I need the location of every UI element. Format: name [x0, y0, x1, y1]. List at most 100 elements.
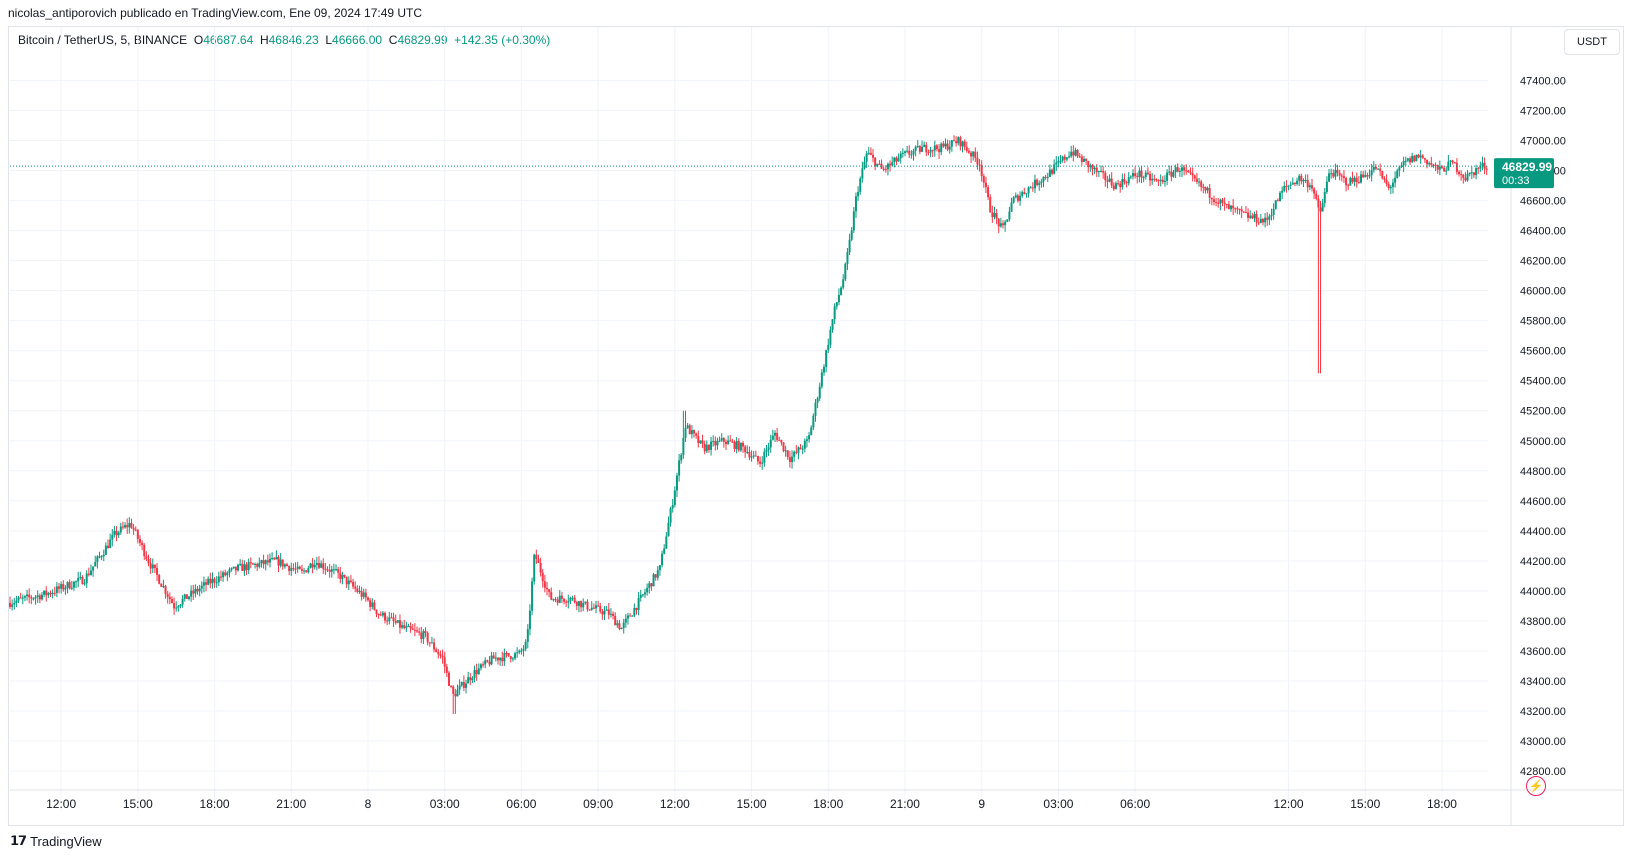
- y-tick-label: 45800.00: [1520, 316, 1566, 328]
- candle-body: [567, 601, 570, 603]
- candle-body: [115, 530, 118, 536]
- candle-body: [1198, 181, 1201, 183]
- candle-body: [867, 152, 870, 154]
- candle-body: [1010, 202, 1013, 212]
- candle-body: [1151, 178, 1154, 181]
- candle-body: [1223, 202, 1226, 205]
- candle-body: [111, 534, 114, 540]
- candle-body: [89, 570, 92, 575]
- candle-body: [1008, 211, 1011, 220]
- candle-body: [121, 526, 124, 528]
- candle-body: [298, 566, 301, 570]
- candle-body: [1057, 160, 1060, 163]
- candle-body: [1095, 167, 1098, 173]
- candle-body: [443, 657, 446, 667]
- candle-body: [1242, 211, 1245, 213]
- bar-countdown: 00:33: [1502, 175, 1530, 187]
- candle-body: [1291, 182, 1294, 185]
- candle-body: [1357, 182, 1360, 184]
- candle-body: [1434, 164, 1437, 166]
- candle-body: [1108, 178, 1111, 182]
- candle-body: [1470, 172, 1473, 174]
- candle-body: [869, 152, 872, 155]
- candle-body: [788, 457, 791, 463]
- candle-body: [612, 613, 615, 616]
- candle-body: [132, 527, 135, 530]
- y-tick-label: 44600.00: [1520, 496, 1566, 508]
- candle-body: [1347, 185, 1350, 187]
- candle-body: [175, 607, 178, 609]
- y-tick-label: 46000.00: [1520, 286, 1566, 298]
- candle-body: [149, 563, 152, 569]
- symbol-label[interactable]: Bitcoin / TetherUS, 5, BINANCE: [18, 33, 188, 47]
- close-label: C: [388, 33, 398, 47]
- candle-body: [727, 440, 730, 445]
- candle-body: [166, 594, 169, 597]
- candle-body: [232, 566, 235, 569]
- lightning-icon[interactable]: ⚡: [1526, 776, 1546, 796]
- candle-body: [820, 372, 823, 387]
- candle-body: [1187, 170, 1190, 173]
- candle-body: [1419, 155, 1422, 158]
- candle-body: [1345, 178, 1348, 186]
- candle-body: [560, 595, 563, 599]
- candle-body: [394, 621, 397, 623]
- candle-body: [328, 569, 331, 572]
- candle-body: [835, 302, 838, 307]
- candle-body: [733, 441, 736, 449]
- candle-body: [1006, 219, 1009, 222]
- candle-body: [1191, 173, 1194, 176]
- candle-body: [1317, 198, 1320, 208]
- candle-body: [1225, 204, 1228, 206]
- candle-body: [219, 576, 222, 578]
- candle-body: [650, 583, 653, 587]
- candle-body: [1264, 217, 1267, 223]
- candle-body: [264, 560, 267, 565]
- candle-body: [390, 617, 393, 619]
- candle-body: [1302, 180, 1305, 182]
- candle-body: [360, 590, 363, 597]
- candle-body: [923, 144, 926, 147]
- candle-body: [473, 670, 476, 679]
- currency-unit-button[interactable]: USDT: [1564, 29, 1620, 55]
- candle-body: [1330, 173, 1333, 175]
- candle-body: [880, 163, 883, 169]
- candle-body: [686, 425, 689, 429]
- candle-body: [198, 588, 201, 592]
- candle-body: [511, 658, 514, 660]
- candle-body: [665, 536, 668, 549]
- candle-body: [1144, 172, 1147, 178]
- candle-body: [656, 570, 659, 578]
- low-value: 46666.00: [332, 33, 383, 47]
- candle-body: [831, 319, 834, 330]
- candle-body: [1074, 149, 1077, 156]
- candle-body: [377, 613, 380, 615]
- candle-body: [1334, 169, 1337, 177]
- candle-body: [381, 612, 384, 616]
- candle-body: [407, 625, 410, 627]
- candle-body: [837, 294, 840, 303]
- candle-body: [1336, 169, 1339, 173]
- candle-body: [1432, 164, 1435, 166]
- candle-body: [352, 581, 355, 587]
- candle-body: [746, 451, 749, 453]
- candle-body: [1298, 175, 1301, 181]
- candle-body: [1123, 179, 1126, 183]
- candle-body: [680, 454, 683, 461]
- y-tick-label: 42800.00: [1520, 766, 1566, 778]
- candle-body: [226, 572, 229, 576]
- candle-body: [974, 151, 977, 158]
- candle-body: [876, 163, 879, 167]
- candle-body: [1466, 174, 1469, 181]
- candle-body: [1044, 176, 1047, 178]
- footer-brand: 𝟭𝟳 TradingView: [10, 833, 102, 849]
- candle-body: [509, 656, 512, 660]
- candle-body: [995, 213, 998, 219]
- candle-body: [1170, 171, 1173, 177]
- last-price-tag: [1494, 158, 1554, 189]
- candle-body: [296, 566, 299, 569]
- candle-body: [411, 628, 414, 630]
- candle-body: [45, 590, 48, 596]
- candle-body: [1146, 172, 1149, 175]
